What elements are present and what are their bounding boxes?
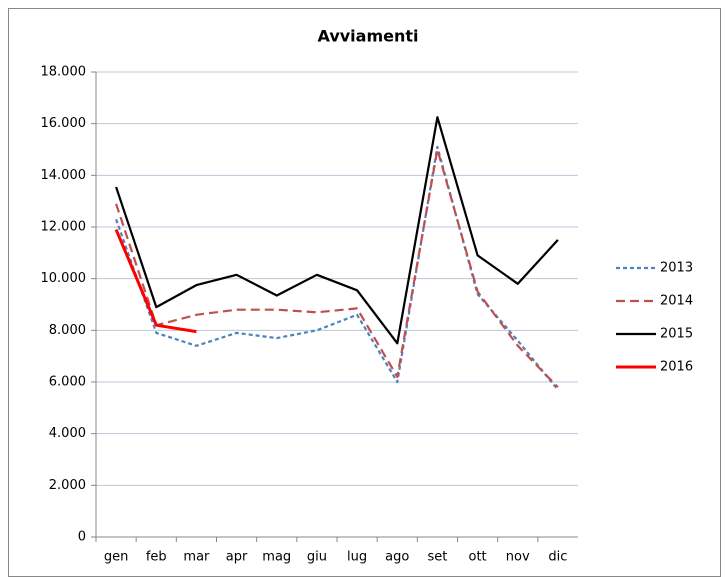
y-tick-label: 16.000 bbox=[41, 116, 87, 131]
series-line bbox=[115, 116, 559, 345]
x-tick-label: ago bbox=[385, 550, 409, 565]
x-tick-label: nov bbox=[506, 550, 530, 565]
x-tick-label: ott bbox=[469, 550, 487, 565]
legend-label: 2016 bbox=[660, 360, 693, 375]
x-tick-label: apr bbox=[226, 550, 248, 565]
series-line bbox=[114, 229, 197, 334]
x-tick-label: set bbox=[427, 550, 447, 565]
legend-label: 2014 bbox=[660, 294, 693, 309]
x-tick-label: gen bbox=[104, 550, 129, 565]
series-line bbox=[115, 148, 559, 388]
x-tick-label: lug bbox=[347, 550, 367, 565]
chart-frame bbox=[8, 8, 721, 577]
x-tick-label: mar bbox=[183, 550, 210, 565]
chart-title: Avviamenti bbox=[318, 27, 419, 46]
y-tick-label: 2.000 bbox=[49, 478, 86, 493]
x-tick-label: giu bbox=[307, 550, 327, 565]
x-tick-label: mag bbox=[262, 550, 291, 565]
legend-label: 2015 bbox=[660, 327, 693, 342]
x-tick-label: dic bbox=[548, 550, 567, 565]
y-tick-label: 0 bbox=[78, 530, 86, 545]
y-tick-label: 6.000 bbox=[49, 375, 86, 390]
y-tick-label: 14.000 bbox=[41, 168, 87, 183]
y-tick-label: 4.000 bbox=[49, 426, 86, 441]
y-tick-label: 10.000 bbox=[41, 271, 87, 286]
y-tick-label: 12.000 bbox=[41, 220, 87, 235]
y-tick-label: 18.000 bbox=[41, 65, 87, 80]
y-tick-label: 8.000 bbox=[49, 323, 86, 338]
x-tick-label: feb bbox=[146, 550, 167, 565]
series-line bbox=[115, 145, 559, 391]
legend-label: 2013 bbox=[660, 261, 693, 276]
